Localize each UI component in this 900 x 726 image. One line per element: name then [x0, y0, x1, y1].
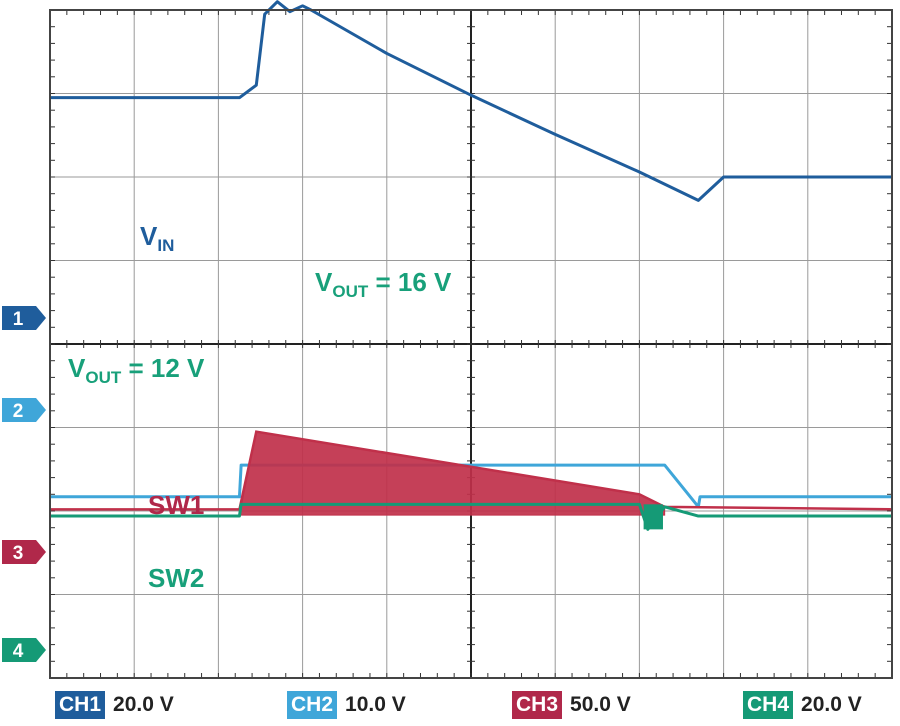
- label-vout-16: VOUT = 16 V: [315, 267, 452, 301]
- channel-tag: CH3: [512, 691, 563, 719]
- channel-marker-label: 1: [13, 309, 24, 330]
- channel-marker-1: 1: [2, 306, 46, 330]
- label-sw2: SW2: [148, 563, 204, 593]
- channel-scale: 20.0 V: [801, 693, 862, 716]
- label-vin: VIN: [140, 221, 174, 255]
- plot-frame: [49, 9, 893, 679]
- channel-marker-shape: [2, 540, 46, 564]
- channel-readout-ch2: CH2 10.0 V: [287, 690, 406, 720]
- channel-marker-label: 3: [13, 543, 24, 564]
- channel-marker-label: 2: [13, 401, 24, 422]
- channel-marker-label: 4: [13, 641, 24, 662]
- trace-vout: [50, 463, 892, 509]
- channel-tag: CH4: [743, 691, 794, 719]
- channel-marker-4: 4: [2, 638, 46, 662]
- channel-tag: CH2: [287, 691, 338, 719]
- channel-scale: 20.0 V: [113, 693, 174, 716]
- channel-marker-shape: [2, 306, 46, 330]
- trace-sw2-burst: [643, 504, 663, 530]
- channel-scale: 50.0 V: [570, 693, 631, 716]
- channel-markers: 1 2 3 4: [2, 306, 46, 662]
- channel-marker-2: 2: [2, 398, 46, 422]
- channel-marker-3: 3: [2, 540, 46, 564]
- channel-readout-ch1: CH1 20.0 V: [55, 690, 174, 720]
- channel-marker-shape: [2, 638, 46, 662]
- channel-scale: 10.0 V: [345, 693, 406, 716]
- label-vout-12: VOUT = 12 V: [68, 353, 205, 387]
- channel-readout-ch4: CH4 20.0 V: [743, 690, 862, 720]
- channel-scale-bar: CH1 20.0 V CH2 10.0 V CH3 50.0 V CH4 20.0 V: [0, 688, 900, 726]
- channel-readout-ch3: CH3 50.0 V: [512, 690, 631, 720]
- channel-marker-shape: [2, 398, 46, 422]
- channel-tag: CH1: [55, 691, 106, 719]
- trace-sw1: [50, 430, 893, 511]
- label-sw1: SW1: [148, 490, 204, 520]
